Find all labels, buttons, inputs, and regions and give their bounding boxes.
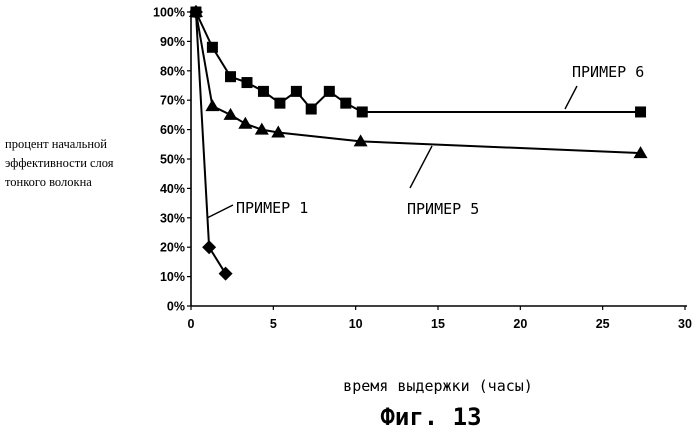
data-point-diamond bbox=[219, 267, 233, 281]
y-tick-label: 0% bbox=[167, 300, 185, 314]
y-tick-labels: 0% 10% 20% 30% 40% 50% 60% 70% 80% 90% 100% bbox=[153, 6, 191, 314]
x-tick-label: 0 bbox=[188, 317, 195, 331]
y-tick-label: 30% bbox=[160, 211, 185, 225]
data-point-square bbox=[258, 86, 269, 97]
x-tick-label: 30 bbox=[678, 317, 692, 331]
data-point-square bbox=[340, 98, 351, 109]
annotation-leader-square bbox=[565, 86, 577, 109]
series-label-square: ПРИМЕР 6 bbox=[572, 63, 644, 81]
y-axis-label-line-3: тонкого волокна bbox=[5, 175, 92, 189]
x-tick-label: 25 bbox=[596, 317, 610, 331]
data-point-square bbox=[241, 77, 252, 88]
annotation-leader-diamond bbox=[207, 205, 233, 218]
figure-caption: Фиг. 13 bbox=[380, 403, 481, 431]
x-tick-label: 10 bbox=[349, 317, 363, 331]
data-point-square bbox=[357, 106, 368, 117]
y-tick-label: 10% bbox=[160, 270, 185, 284]
x-tick-label: 5 bbox=[270, 317, 277, 331]
annotation-leader-triangle bbox=[410, 146, 432, 188]
y-tick-label: 80% bbox=[160, 64, 185, 78]
data-point-diamond bbox=[202, 240, 216, 254]
y-tick-label: 40% bbox=[160, 182, 185, 196]
data-point-square bbox=[190, 7, 201, 18]
series-label-triangle: ПРИМЕР 5 bbox=[407, 200, 479, 218]
y-axis-label: процент начальной эффективности слоя тон… bbox=[5, 137, 114, 189]
series-label-diamond: ПРИМЕР 1 bbox=[236, 199, 308, 217]
data-point-square bbox=[635, 106, 646, 117]
y-axis-label-line-2: эффективности слоя bbox=[5, 156, 114, 170]
data-point-square bbox=[306, 104, 317, 115]
series-line-square bbox=[196, 12, 641, 112]
data-point-triangle bbox=[238, 117, 252, 129]
series-annotations: ПРИМЕР 1 ПРИМЕР 5 ПРИМЕР 6 bbox=[207, 63, 644, 218]
y-tick-label: 60% bbox=[160, 123, 185, 137]
data-point-triangle bbox=[224, 108, 238, 120]
y-tick-label: 20% bbox=[160, 241, 185, 255]
axes bbox=[191, 10, 687, 306]
y-tick-label: 90% bbox=[160, 35, 185, 49]
data-point-square bbox=[207, 42, 218, 53]
data-point-square bbox=[291, 86, 302, 97]
y-tick-label: 100% bbox=[153, 6, 185, 20]
y-tick-label: 50% bbox=[160, 153, 185, 167]
y-tick-label: 70% bbox=[160, 94, 185, 108]
x-tick-labels: 0 5 10 15 20 25 30 bbox=[188, 306, 692, 331]
data-point-square bbox=[324, 86, 335, 97]
data-point-triangle bbox=[205, 99, 219, 111]
x-axis-label: время выдержки (часы) bbox=[343, 377, 533, 395]
data-point-square bbox=[225, 71, 236, 82]
y-axis-label-line-1: процент начальной bbox=[5, 137, 107, 151]
data-point-square bbox=[274, 98, 285, 109]
x-tick-label: 20 bbox=[513, 317, 527, 331]
x-tick-label: 15 bbox=[431, 317, 445, 331]
series-lines bbox=[196, 12, 641, 274]
